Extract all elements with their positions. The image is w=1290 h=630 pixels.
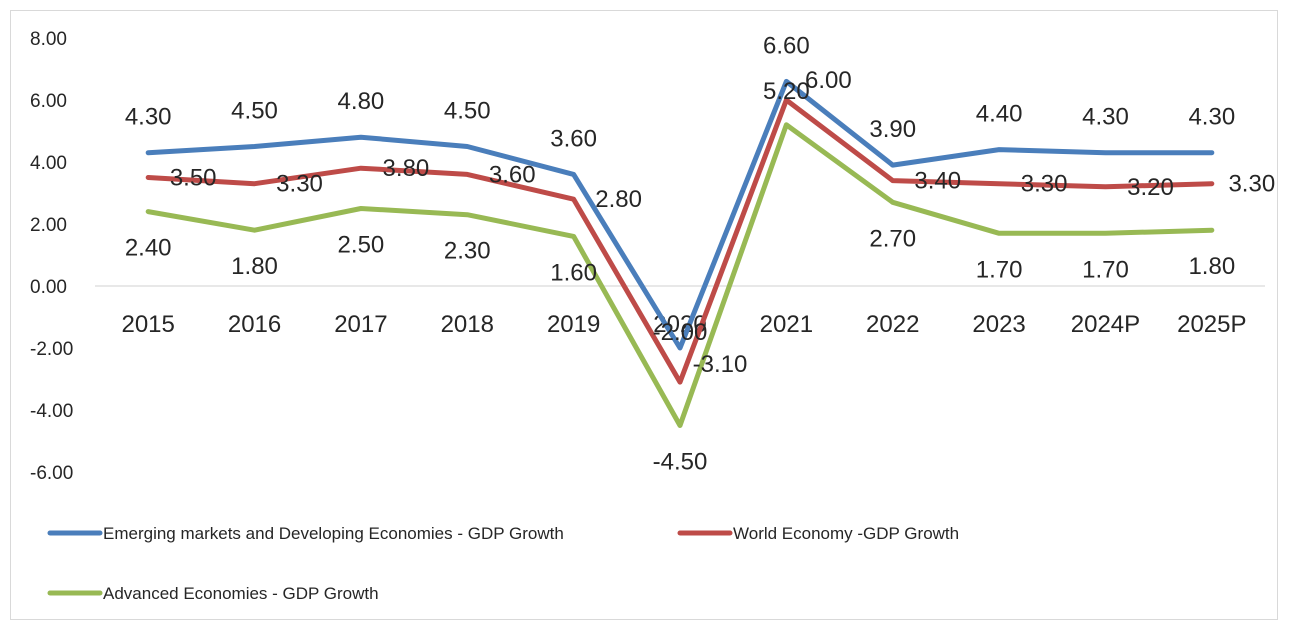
data-label: 3.50	[170, 165, 217, 192]
y-tick-label: 0.00	[30, 277, 67, 298]
legend-label: Emerging markets and Developing Economie…	[103, 524, 564, 543]
data-label: -4.50	[653, 449, 708, 476]
x-tick-label: 2016	[228, 311, 281, 338]
x-tick-label: 2015	[121, 311, 174, 338]
x-tick-label: 2022	[866, 311, 919, 338]
x-tick-label: 2019	[547, 311, 600, 338]
data-label: 3.80	[383, 155, 430, 182]
y-tick-label: 2.00	[30, 215, 67, 236]
x-tick-label: 2024P	[1071, 311, 1140, 338]
data-label: 2.50	[338, 232, 385, 259]
data-label: 2.80	[595, 186, 642, 213]
x-tick-label: 2021	[760, 311, 813, 338]
data-label: 4.80	[338, 88, 385, 115]
data-label: 4.30	[1082, 104, 1129, 131]
data-label: 6.00	[805, 67, 852, 94]
data-label: 1.80	[1188, 253, 1235, 280]
y-tick-label: 6.00	[30, 91, 67, 112]
data-label: 2.30	[444, 238, 491, 265]
data-label: 6.60	[763, 32, 810, 59]
data-label: 2.70	[869, 225, 916, 252]
data-label: 3.90	[869, 116, 916, 143]
data-label: 5.20	[763, 78, 810, 105]
data-label: 1.60	[550, 259, 597, 286]
data-label: 3.60	[489, 161, 536, 188]
y-tick-label: 8.00	[30, 29, 67, 50]
data-label: 1.70	[1082, 256, 1129, 283]
series-line-1	[145, 78, 1215, 351]
legend-label: Advanced Economies - GDP Growth	[103, 584, 379, 603]
data-label: 3.40	[914, 168, 961, 195]
data-label: 4.30	[125, 104, 172, 131]
data-label: 4.50	[231, 98, 278, 125]
chart-frame	[10, 10, 1278, 620]
series-line-3	[145, 122, 1215, 428]
x-tick-label: 2025P	[1177, 311, 1246, 338]
data-label: 1.70	[976, 256, 1023, 283]
data-label: 3.30	[1021, 171, 1068, 198]
legend-label: World Economy -GDP Growth	[733, 524, 959, 543]
data-label: 4.30	[1188, 104, 1235, 131]
y-tick-label: 4.00	[30, 153, 67, 174]
y-tick-label: -4.00	[30, 401, 73, 422]
data-label: 4.40	[976, 101, 1023, 128]
y-tick-label: -2.00	[30, 339, 73, 360]
data-label: 3.20	[1127, 174, 1174, 201]
data-label: 3.30	[1228, 171, 1275, 198]
series-line-2	[145, 97, 1215, 385]
x-tick-label: 2023	[972, 311, 1025, 338]
data-label: 1.80	[231, 253, 278, 280]
data-label: 3.60	[550, 125, 597, 152]
data-label: 4.50	[444, 98, 491, 125]
data-label: 2.40	[125, 235, 172, 262]
x-tick-label: 2018	[441, 311, 494, 338]
data-label: -3.10	[693, 351, 748, 378]
data-label: 3.30	[276, 171, 323, 198]
data-label: -2.00	[653, 319, 708, 346]
y-tick-label: -6.00	[30, 463, 73, 484]
x-tick-label: 2017	[334, 311, 387, 338]
